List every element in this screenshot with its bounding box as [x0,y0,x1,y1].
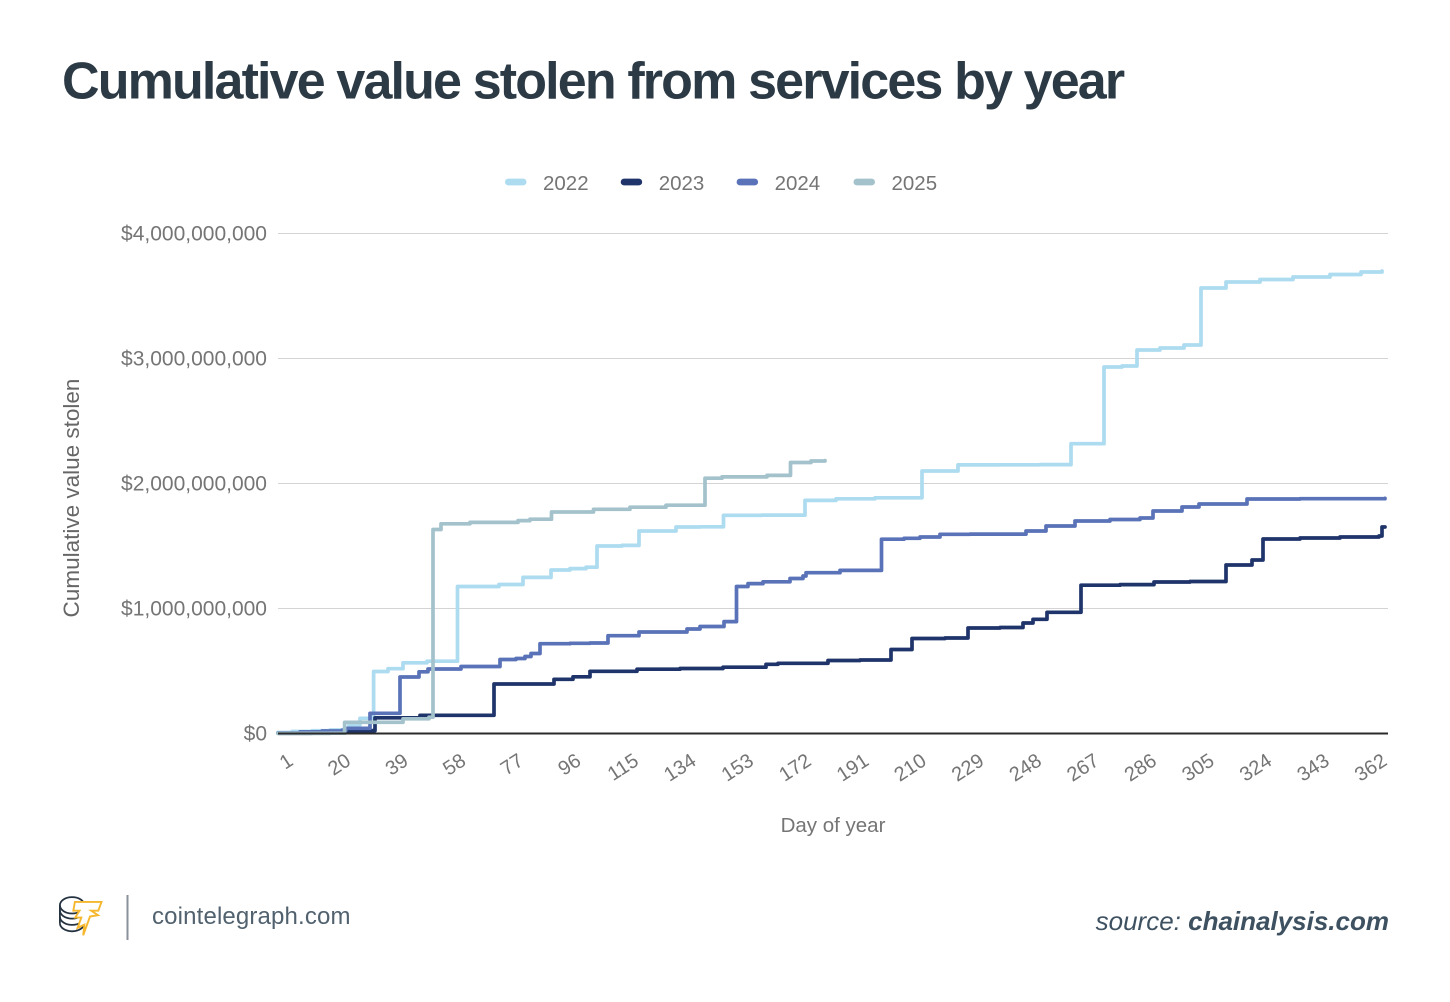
svg-text:cointelegraph.com: cointelegraph.com [152,903,351,930]
svg-text:$3,000,000,000: $3,000,000,000 [121,348,267,371]
svg-text:Cumulative value stolen from s: Cumulative value stolen from services by… [62,53,1125,111]
svg-text:2023: 2023 [659,172,705,195]
svg-text:$0: $0 [244,723,267,746]
svg-text:2025: 2025 [892,172,938,195]
svg-text:2024: 2024 [775,172,821,195]
svg-text:2022: 2022 [543,172,589,195]
svg-text:$4,000,000,000: $4,000,000,000 [121,223,267,246]
svg-text:$2,000,000,000: $2,000,000,000 [121,473,267,496]
svg-text:Day of year: Day of year [781,814,886,837]
svg-text:source: chainalysis.com: source: chainalysis.com [1096,906,1389,936]
svg-text:$1,000,000,000: $1,000,000,000 [121,598,267,621]
svg-text:Cumulative value stolen: Cumulative value stolen [59,379,84,618]
